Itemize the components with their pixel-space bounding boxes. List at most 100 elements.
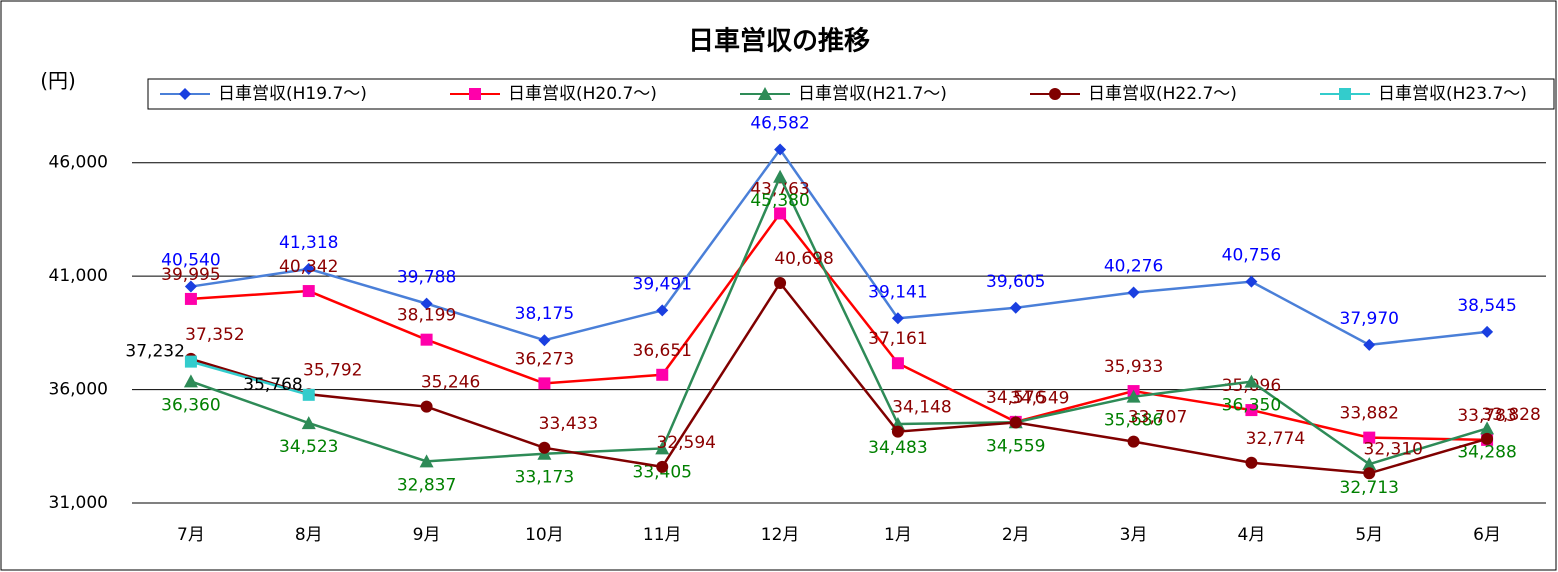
x-tick-label: 12月 <box>761 525 800 545</box>
data-point <box>1245 275 1258 288</box>
data-point <box>1244 374 1259 388</box>
data-point <box>1009 301 1022 314</box>
data-label: 35,246 <box>421 373 480 393</box>
data-label: 35,686 <box>1104 411 1163 431</box>
data-point <box>655 441 670 455</box>
data-label: 40,342 <box>279 257 338 277</box>
data-point <box>1363 338 1376 351</box>
data-label: 39,605 <box>986 272 1045 292</box>
data-point <box>302 388 315 401</box>
data-point <box>420 297 433 310</box>
data-point <box>1009 416 1022 429</box>
data-label: 35,792 <box>303 360 362 380</box>
data-label: 32,594 <box>657 433 716 453</box>
data-label: 37,352 <box>185 325 244 345</box>
series-line <box>190 211 1488 442</box>
data-point <box>774 143 787 156</box>
data-label: 33,783 <box>1457 406 1516 426</box>
data-point <box>891 312 904 325</box>
data-point <box>184 280 197 293</box>
data-label: 36,350 <box>1222 396 1281 416</box>
x-tick-label: 9月 <box>413 525 441 545</box>
data-point <box>774 207 787 220</box>
data-point <box>184 355 197 368</box>
data-point <box>302 262 315 275</box>
y-tick-label: 36,000 <box>49 380 108 400</box>
data-point <box>891 357 904 370</box>
data-label: 45,380 <box>750 191 809 211</box>
x-tick-label: 7月 <box>177 525 205 545</box>
data-point <box>656 460 669 473</box>
legend-marker <box>758 87 772 100</box>
data-point <box>538 441 551 454</box>
x-tick-label: 2月 <box>1002 525 1030 545</box>
data-label: 37,232 <box>125 342 184 362</box>
data-point <box>183 374 198 388</box>
data-point <box>420 400 433 413</box>
x-tick-label: 10月 <box>525 525 564 545</box>
data-label: 34,483 <box>868 438 927 458</box>
legend-label: 日車営収(H21.7～) <box>798 84 947 104</box>
legend-box <box>147 78 1555 110</box>
data-label: 39,141 <box>868 282 927 302</box>
data-point <box>1362 457 1377 471</box>
data-label: 37,970 <box>1340 309 1399 329</box>
data-point <box>1480 421 1495 435</box>
data-label: 33,828 <box>1481 405 1540 425</box>
x-tick-label: 11月 <box>643 525 682 545</box>
data-label: 39,491 <box>633 274 692 294</box>
data-label: 33,433 <box>539 414 598 434</box>
series-line <box>190 280 1488 475</box>
data-label: 38,199 <box>397 306 456 326</box>
legend-marker <box>1049 88 1061 100</box>
data-point <box>656 368 669 381</box>
data-label: 40,756 <box>1222 246 1281 266</box>
data-point <box>1363 431 1376 444</box>
y-axis-label: (円) <box>40 69 76 93</box>
data-point <box>1127 286 1140 299</box>
legend-label: 日車営収(H23.7～) <box>1378 84 1527 104</box>
x-tick-label: 4月 <box>1238 525 1266 545</box>
data-point <box>773 169 788 183</box>
data-label: 34,148 <box>892 398 951 418</box>
series-line <box>190 360 310 397</box>
data-label: 43,763 <box>750 179 809 199</box>
data-label: 39,995 <box>161 265 220 285</box>
data-label: 34,559 <box>986 436 1045 456</box>
y-tick-label: 31,000 <box>49 493 108 513</box>
data-label: 32,774 <box>1246 429 1305 449</box>
chart-title: 日車営収の推移 <box>688 27 870 57</box>
data-point <box>1245 404 1258 417</box>
legend-marker <box>469 88 481 100</box>
data-label: 32,310 <box>1364 439 1423 459</box>
data-point <box>774 276 787 289</box>
x-tick-label: 1月 <box>884 525 912 545</box>
data-point <box>1363 467 1376 480</box>
data-label: 35,933 <box>1104 357 1163 377</box>
legend-marker <box>179 88 191 100</box>
data-label: 36,360 <box>161 395 220 415</box>
y-tick-label: 46,000 <box>49 153 108 173</box>
data-point <box>420 333 433 346</box>
series-line <box>190 173 1488 466</box>
data-label: 36,651 <box>633 341 692 361</box>
data-label: 38,545 <box>1457 296 1516 316</box>
data-point <box>1481 432 1494 445</box>
series-line <box>190 147 1488 347</box>
data-label: 38,175 <box>515 304 574 324</box>
data-label: 36,273 <box>515 349 574 369</box>
x-tick-label: 5月 <box>1355 525 1383 545</box>
x-tick-label: 8月 <box>295 525 323 545</box>
data-point <box>538 377 551 390</box>
legend-label: 日車営収(H22.7～) <box>1088 84 1237 104</box>
data-point <box>1245 456 1258 469</box>
data-label: 33,882 <box>1340 404 1399 424</box>
data-label: 39,788 <box>397 268 456 288</box>
data-point <box>656 304 669 317</box>
x-tick-label: 6月 <box>1473 525 1501 545</box>
data-point <box>301 416 316 430</box>
data-label: 33,173 <box>515 468 574 488</box>
data-label: 46,582 <box>750 113 809 133</box>
legend-label: 日車営収(H19.7～) <box>218 84 367 104</box>
